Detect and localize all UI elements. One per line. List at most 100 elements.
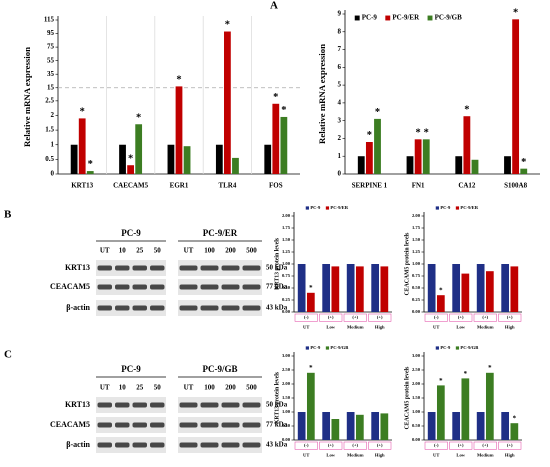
bar bbox=[306, 292, 315, 312]
size-label: 43 kDa bbox=[266, 304, 288, 312]
bar bbox=[380, 413, 389, 440]
x-tick-label: Low bbox=[456, 325, 465, 330]
bar bbox=[414, 139, 422, 174]
significance-marker: * bbox=[416, 127, 421, 138]
blot-band bbox=[150, 265, 165, 271]
bar bbox=[135, 124, 143, 174]
y-tick-label: 1.00 bbox=[412, 409, 421, 414]
blot-band bbox=[132, 305, 147, 311]
lane-label: 100 bbox=[204, 247, 215, 255]
treatment-box bbox=[343, 313, 367, 322]
bar bbox=[427, 412, 436, 440]
y-tick-label: 3.00 bbox=[412, 353, 421, 358]
blot-strip bbox=[178, 397, 262, 413]
panel-label: C bbox=[4, 349, 12, 361]
blot-band bbox=[97, 442, 112, 448]
significance-marker: * bbox=[225, 20, 230, 31]
x-tick-label: UT bbox=[433, 453, 439, 458]
legend-label: PC-9 bbox=[440, 205, 451, 210]
bar bbox=[357, 156, 365, 174]
bar bbox=[461, 378, 470, 440]
significance-marker: * bbox=[128, 153, 133, 164]
bar bbox=[476, 412, 485, 440]
bar bbox=[463, 116, 471, 174]
size-label: 50 kDa bbox=[266, 401, 288, 409]
y-tick-label: 0 bbox=[51, 170, 55, 178]
bar bbox=[374, 118, 381, 174]
y-tick-label: 1 bbox=[51, 140, 55, 148]
blot-band bbox=[221, 284, 240, 290]
bar bbox=[78, 118, 86, 174]
bar bbox=[86, 171, 94, 174]
legend-label: PC-9/GB bbox=[435, 14, 463, 22]
y-tick-label: 4 bbox=[338, 98, 342, 106]
y-tick-label: 9 bbox=[338, 10, 342, 18]
bar bbox=[346, 264, 355, 312]
x-tick-label: FOS bbox=[269, 182, 283, 190]
blot-band bbox=[150, 442, 165, 448]
significance-marker: * bbox=[309, 285, 313, 292]
legend-swatch bbox=[325, 206, 330, 210]
y-tick-label: 2 bbox=[51, 111, 55, 119]
bar bbox=[471, 159, 479, 174]
blot-band bbox=[115, 284, 130, 290]
significance-marker: * bbox=[439, 288, 443, 295]
treatment-label: (-) bbox=[304, 443, 309, 448]
treatment-label: (+) bbox=[507, 315, 513, 320]
x-tick-label: Low bbox=[456, 453, 465, 458]
bar bbox=[272, 103, 280, 174]
legend-label: PC-9 bbox=[310, 205, 321, 210]
y-tick-label: 1.50 bbox=[282, 395, 291, 400]
blot-band bbox=[200, 442, 219, 448]
y-axis-label: CEACAM5 protein levels bbox=[404, 366, 410, 430]
treatment-box bbox=[343, 441, 367, 450]
blot-band bbox=[179, 422, 198, 428]
treatment-label: (-) bbox=[434, 443, 439, 448]
treatment-label: (+) bbox=[507, 443, 513, 448]
blot-band bbox=[200, 402, 219, 408]
y-tick-label: 35 bbox=[47, 70, 55, 78]
y-tick-label: 2.00 bbox=[282, 381, 291, 386]
legend-label: PC-9 bbox=[440, 345, 451, 350]
x-tick-label: UT bbox=[303, 325, 309, 330]
bar bbox=[485, 372, 494, 440]
significance-marker: * bbox=[513, 416, 517, 423]
size-label: 43 kDa bbox=[266, 441, 288, 449]
lane-label: 200 bbox=[225, 384, 236, 392]
row-label: β-actin bbox=[66, 440, 90, 449]
y-tick-label: 1 bbox=[338, 152, 342, 160]
treatment-box bbox=[368, 441, 392, 450]
treatment-box bbox=[449, 313, 473, 322]
bar bbox=[232, 157, 239, 174]
bar bbox=[406, 156, 414, 174]
bar bbox=[380, 266, 389, 312]
blot-strip bbox=[178, 417, 262, 433]
blot-band bbox=[221, 402, 240, 408]
group-label: PC-9 bbox=[121, 228, 141, 238]
y-tick-label: 0.50 bbox=[282, 423, 291, 428]
legend-swatch bbox=[435, 346, 439, 350]
bar bbox=[436, 385, 445, 440]
treatment-label: (+) bbox=[377, 315, 383, 320]
legend-swatch bbox=[435, 206, 439, 210]
blot-band bbox=[179, 442, 198, 448]
blot-band bbox=[115, 442, 130, 448]
x-tick-label: Medium bbox=[347, 453, 364, 458]
blot-strip bbox=[96, 300, 166, 316]
blot-band bbox=[115, 265, 130, 271]
y-tick-label: 1.50 bbox=[412, 395, 421, 400]
treatment-label: (+) bbox=[482, 443, 488, 448]
bar bbox=[436, 295, 445, 312]
bar bbox=[297, 264, 306, 312]
bar bbox=[455, 156, 463, 174]
blot-band bbox=[221, 305, 240, 311]
significance-marker: * bbox=[513, 7, 518, 18]
blot-band bbox=[200, 284, 219, 290]
bar bbox=[127, 165, 134, 174]
bar bbox=[224, 31, 231, 175]
lane-label: 25 bbox=[136, 247, 144, 255]
y-tick-label: 2.00 bbox=[412, 213, 421, 218]
bar bbox=[510, 266, 519, 312]
x-tick-label: UT bbox=[433, 325, 439, 330]
row-label: CEACAM5 bbox=[50, 282, 90, 291]
